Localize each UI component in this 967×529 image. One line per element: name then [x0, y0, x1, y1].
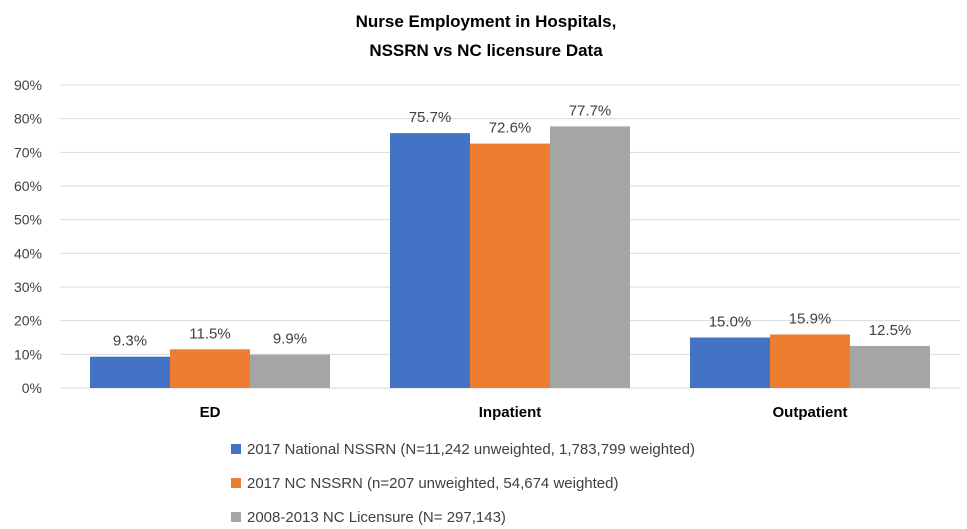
y-tick-label: 0%	[22, 380, 42, 396]
legend-swatch	[231, 444, 241, 454]
data-label: 77.7%	[569, 102, 612, 119]
x-axis-categories: ED Inpatient Outpatient	[200, 404, 848, 421]
data-labels: 9.3% 11.5% 9.9% 75.7% 72.6% 77.7% 15.0% 15.9% 12…	[113, 102, 911, 349]
chart-title-line-1: Nurse Employment in Hospitals,	[356, 12, 617, 31]
bar	[470, 143, 550, 388]
data-label: 72.6%	[489, 120, 532, 137]
legend: 2017 National NSSRN (N=11,242 unweighted…	[231, 441, 695, 526]
bar	[170, 349, 250, 388]
data-label: 15.9%	[789, 310, 832, 327]
legend-label: 2017 NC NSSRN (n=207 unweighted, 54,674 …	[247, 475, 618, 492]
y-tick-label: 80%	[14, 111, 42, 127]
y-tick-label: 60%	[14, 178, 42, 194]
bar	[850, 345, 930, 388]
data-label: 12.5%	[869, 322, 912, 339]
x-category-label: Outpatient	[773, 404, 848, 421]
bars	[90, 126, 930, 388]
chart-title: Nurse Employment in Hospitals, NSSRN vs …	[356, 12, 617, 60]
data-label: 15.0%	[709, 314, 752, 331]
legend-label: 2017 National NSSRN (N=11,242 unweighted…	[247, 441, 695, 458]
legend-swatch	[231, 512, 241, 522]
y-tick-label: 10%	[14, 346, 42, 362]
bar	[250, 354, 330, 388]
y-tick-label: 30%	[14, 279, 42, 295]
y-tick-label: 70%	[14, 144, 42, 160]
data-label: 75.7%	[409, 109, 452, 126]
bar	[390, 133, 470, 388]
y-axis-ticks: 0% 10% 20% 30% 40% 50% 60% 70% 80% 90%	[14, 77, 42, 396]
y-tick-label: 20%	[14, 313, 42, 329]
bar	[90, 356, 170, 388]
bar	[690, 337, 770, 388]
bar	[770, 334, 850, 388]
x-category-label: Inpatient	[479, 404, 542, 421]
y-tick-label: 50%	[14, 212, 42, 228]
legend-swatch	[231, 478, 241, 488]
y-tick-label: 90%	[14, 77, 42, 93]
legend-label: 2008-2013 NC Licensure (N= 297,143)	[247, 509, 506, 526]
data-label: 11.5%	[189, 325, 230, 342]
data-label: 9.3%	[113, 333, 147, 350]
chart-title-line-2: NSSRN vs NC licensure Data	[369, 41, 603, 60]
x-category-label: ED	[200, 404, 221, 421]
data-label: 9.9%	[273, 331, 307, 348]
y-tick-label: 40%	[14, 245, 42, 261]
bar	[550, 126, 630, 388]
